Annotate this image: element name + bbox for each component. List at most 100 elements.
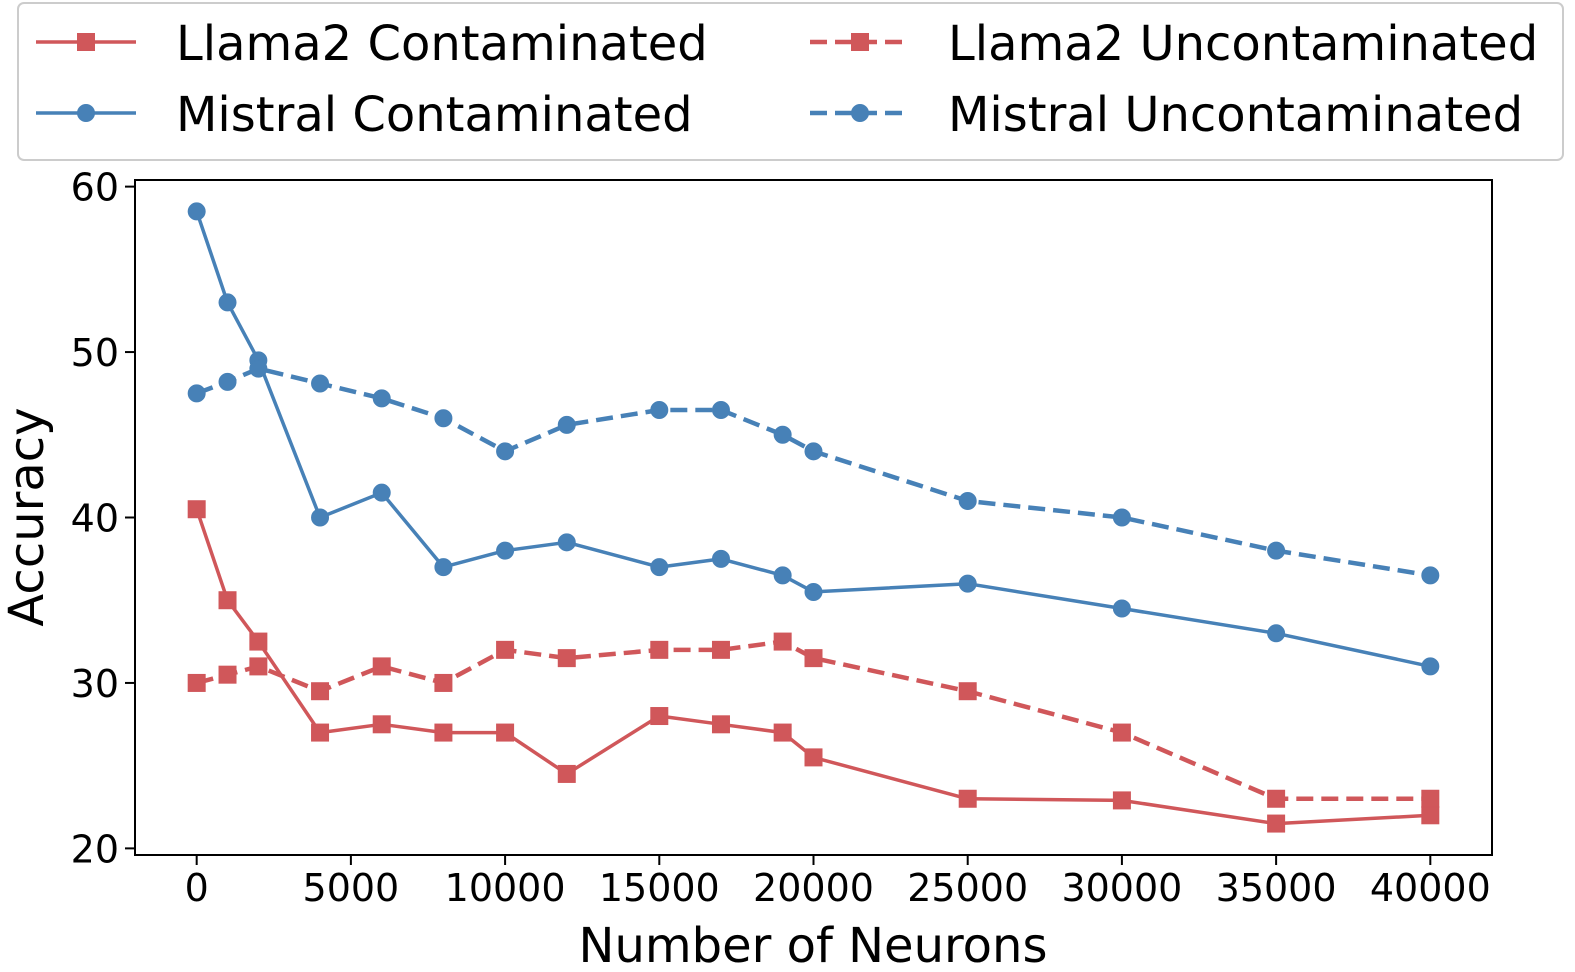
data-point-mistral-uncontaminated	[249, 359, 268, 378]
y-tick-label: 50	[71, 331, 119, 375]
legend-swatch-marker	[77, 104, 95, 122]
data-point-mistral-contaminated	[1421, 657, 1440, 676]
x-tick-label: 35000	[1216, 866, 1337, 910]
x-tick-label: 20000	[753, 866, 874, 910]
data-point-llama2-contaminated	[434, 723, 453, 742]
data-point-mistral-uncontaminated	[187, 384, 206, 403]
x-tick-label: 40000	[1370, 866, 1491, 910]
x-axis: 0 5000 10000 15000 20000 25000 30000 35000 40000	[185, 855, 1491, 910]
data-point-llama2-contaminated	[1421, 806, 1440, 825]
data-point-mistral-contaminated	[372, 483, 391, 502]
data-point-mistral-uncontaminated	[496, 442, 515, 461]
data-point-mistral-uncontaminated	[1267, 541, 1286, 560]
data-point-llama2-uncontaminated	[311, 682, 330, 701]
data-point-mistral-contaminated	[958, 574, 977, 593]
data-point-llama2-contaminated	[311, 723, 330, 742]
data-point-llama2-uncontaminated	[1267, 789, 1286, 808]
data-point-mistral-uncontaminated	[311, 374, 330, 393]
y-tick-label: 20	[71, 827, 119, 871]
x-tick-label: 25000	[907, 866, 1028, 910]
data-point-mistral-contaminated	[187, 202, 206, 221]
y-axis: 20 30 40 50 60	[71, 166, 135, 871]
data-point-llama2-uncontaminated	[557, 649, 576, 668]
legend-swatch-marker	[77, 33, 95, 51]
y-tick-label: 60	[71, 166, 119, 210]
data-point-mistral-contaminated	[773, 566, 792, 585]
data-point-mistral-uncontaminated	[958, 491, 977, 510]
legend-item-llama2-uncontaminated: Llama2 Uncontaminated	[810, 16, 1538, 72]
data-point-llama2-uncontaminated	[496, 640, 515, 659]
data-point-mistral-uncontaminated	[434, 409, 453, 428]
data-point-mistral-contaminated	[496, 541, 515, 560]
series-layer	[187, 202, 1440, 833]
data-point-llama2-contaminated	[804, 748, 823, 767]
data-point-llama2-uncontaminated	[804, 649, 823, 668]
x-tick-label: 15000	[599, 866, 720, 910]
legend-item-mistral-uncontaminated: Mistral Uncontaminated	[810, 87, 1523, 143]
data-point-llama2-contaminated	[711, 715, 730, 734]
data-point-llama2-contaminated	[557, 764, 576, 783]
data-point-llama2-uncontaminated	[249, 657, 268, 676]
data-point-llama2-contaminated	[372, 715, 391, 734]
data-point-llama2-uncontaminated	[187, 673, 206, 692]
legend-swatch-marker	[851, 104, 869, 122]
legend-item-mistral-contaminated: Mistral Contaminated	[36, 87, 693, 143]
data-point-mistral-uncontaminated	[218, 372, 237, 391]
series-line-mistral-contaminated	[195, 210, 1431, 669]
x-tick-label: 0	[185, 866, 209, 910]
series-line-llama2-contaminated	[195, 508, 1431, 826]
legend-label: Mistral Contaminated	[176, 87, 693, 143]
series-llama2-uncontaminated	[187, 632, 1440, 808]
data-point-mistral-uncontaminated	[804, 442, 823, 461]
data-point-mistral-contaminated	[434, 558, 453, 577]
x-tick-label: 5000	[303, 866, 400, 910]
data-point-mistral-uncontaminated	[1112, 508, 1131, 527]
series-mistral-uncontaminated	[187, 359, 1440, 585]
data-point-mistral-contaminated	[1267, 624, 1286, 643]
legend-item-llama2-contaminated: Llama2 Contaminated	[36, 16, 708, 72]
y-axis-label: Accuracy	[0, 407, 55, 626]
data-point-mistral-contaminated	[218, 293, 237, 312]
data-point-mistral-uncontaminated	[1421, 566, 1440, 585]
legend-label: Llama2 Contaminated	[176, 16, 708, 72]
legend-label: Llama2 Uncontaminated	[948, 16, 1538, 72]
data-point-mistral-uncontaminated	[773, 425, 792, 444]
data-point-llama2-contaminated	[773, 723, 792, 742]
data-point-mistral-uncontaminated	[372, 389, 391, 408]
data-point-mistral-contaminated	[1112, 599, 1131, 618]
data-point-llama2-uncontaminated	[711, 640, 730, 659]
data-point-llama2-uncontaminated	[650, 640, 669, 659]
y-tick-label: 30	[71, 662, 119, 706]
x-axis-label: Number of Neurons	[579, 918, 1048, 972]
x-tick-label: 30000	[1061, 866, 1182, 910]
x-tick-label: 10000	[445, 866, 566, 910]
data-point-llama2-uncontaminated	[372, 657, 391, 676]
series-mistral-contaminated	[187, 202, 1440, 676]
data-point-llama2-uncontaminated	[958, 682, 977, 701]
data-point-llama2-uncontaminated	[1421, 789, 1440, 808]
data-point-llama2-contaminated	[249, 632, 268, 651]
data-point-llama2-uncontaminated	[434, 673, 453, 692]
series-llama2-contaminated	[187, 500, 1440, 833]
data-point-mistral-contaminated	[650, 558, 669, 577]
data-point-mistral-contaminated	[804, 582, 823, 601]
data-point-mistral-uncontaminated	[650, 400, 669, 419]
data-point-llama2-contaminated	[187, 500, 206, 519]
legend-swatch-marker	[851, 33, 869, 51]
legend-label: Mistral Uncontaminated	[948, 87, 1523, 143]
data-point-llama2-uncontaminated	[1112, 723, 1131, 742]
legend-frame	[17, 2, 1564, 161]
data-point-llama2-contaminated	[958, 789, 977, 808]
data-point-mistral-uncontaminated	[711, 400, 730, 419]
data-point-mistral-contaminated	[557, 533, 576, 552]
data-point-mistral-contaminated	[711, 549, 730, 568]
data-point-mistral-contaminated	[311, 508, 330, 527]
data-point-mistral-uncontaminated	[557, 415, 576, 434]
data-point-llama2-contaminated	[1267, 814, 1286, 833]
data-point-llama2-uncontaminated	[773, 632, 792, 651]
data-point-llama2-contaminated	[1112, 791, 1131, 810]
data-point-llama2-contaminated	[650, 707, 669, 726]
series-line-mistral-uncontaminated	[195, 366, 1431, 578]
data-point-llama2-contaminated	[218, 591, 237, 610]
